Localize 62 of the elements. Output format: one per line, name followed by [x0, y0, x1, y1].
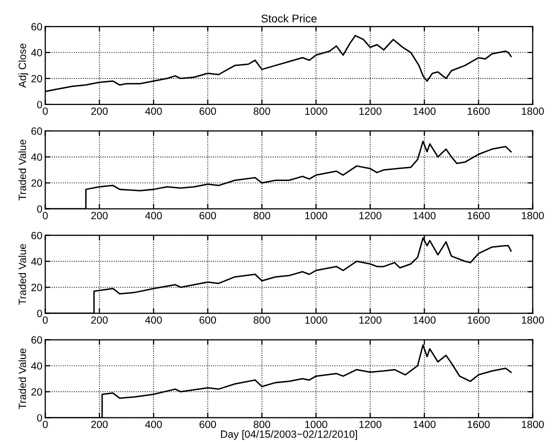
x-tick-label: 200 [91, 316, 108, 324]
x-tick-label: 1000 [305, 420, 328, 428]
y-tick-label: 60 [31, 232, 42, 240]
x-tick-label: 1800 [522, 420, 544, 428]
y-tick-label: 0 [37, 205, 42, 213]
y-axis-title: Traded Value [18, 244, 26, 305]
y-tick-label: 60 [31, 127, 42, 135]
x-tick-label: 1400 [414, 316, 436, 324]
x-tick-label: 800 [254, 107, 270, 115]
y-axis-title: Adj Close [18, 44, 28, 88]
x-tick-label: 800 [254, 420, 270, 428]
x-tick-label: 800 [254, 212, 270, 220]
y-tick-label: 0 [37, 414, 42, 422]
y-tick-label: 20 [31, 284, 42, 292]
y-tick-label: 0 [37, 310, 42, 318]
y-axis-title: Traded Value [18, 140, 26, 200]
x-tick-label: 400 [145, 107, 162, 115]
x-tick-label: 1600 [468, 316, 490, 324]
y-tick-label: 60 [31, 23, 42, 30]
x-tick-label: 0 [42, 212, 48, 220]
x-tick-label: 200 [91, 420, 108, 428]
x-tick-label: 0 [42, 107, 48, 115]
x-tick-label: 1800 [522, 212, 544, 220]
y-tick-label: 60 [31, 336, 42, 344]
x-tick-label: 400 [145, 212, 162, 220]
x-tick-label: 1600 [468, 107, 490, 115]
y-tick-label: 20 [31, 74, 42, 82]
y-tick-label: 40 [31, 258, 42, 266]
x-tick-label: 1200 [359, 316, 382, 324]
x-tick-label: 0 [42, 420, 48, 428]
x-tick-label: 1400 [414, 212, 436, 220]
x-tick-label: 400 [145, 316, 162, 324]
x-tick-label: 1200 [359, 420, 382, 428]
x-tick-label: 1800 [522, 316, 544, 324]
x-tick-label: 600 [200, 420, 216, 428]
x-tick-label: 0 [42, 316, 48, 324]
x-tick-label: 1400 [414, 107, 436, 115]
x-tick-label: 1400 [414, 420, 436, 428]
x-tick-label: 1200 [359, 107, 382, 115]
x-tick-label: 1200 [359, 212, 382, 220]
x-tick-label: 1000 [305, 107, 328, 115]
x-tick-label: 600 [200, 107, 216, 115]
x-tick-label: 200 [91, 107, 108, 115]
y-tick-label: 40 [31, 48, 42, 56]
x-tick-label: 800 [254, 316, 270, 324]
y-tick-label: 40 [31, 362, 42, 370]
y-tick-label: 20 [31, 388, 42, 396]
x-tick-label: 200 [91, 212, 108, 220]
x-axis-title: Day [04/15/2003−02/12/2010] [221, 430, 358, 440]
x-tick-label: 1000 [305, 212, 328, 220]
chart-title: Stock Price [261, 14, 317, 22]
x-tick-label: 1000 [305, 316, 328, 324]
y-tick-label: 0 [37, 100, 42, 108]
y-axis-title: Traded Value [18, 348, 26, 410]
x-tick-label: 400 [145, 420, 162, 428]
x-tick-label: 1600 [468, 420, 490, 428]
y-tick-label: 20 [31, 179, 42, 187]
x-tick-label: 600 [200, 316, 216, 324]
x-tick-label: 600 [200, 212, 216, 220]
y-tick-label: 40 [31, 153, 42, 161]
x-tick-label: 1800 [522, 107, 544, 115]
x-tick-label: 1600 [468, 212, 490, 220]
